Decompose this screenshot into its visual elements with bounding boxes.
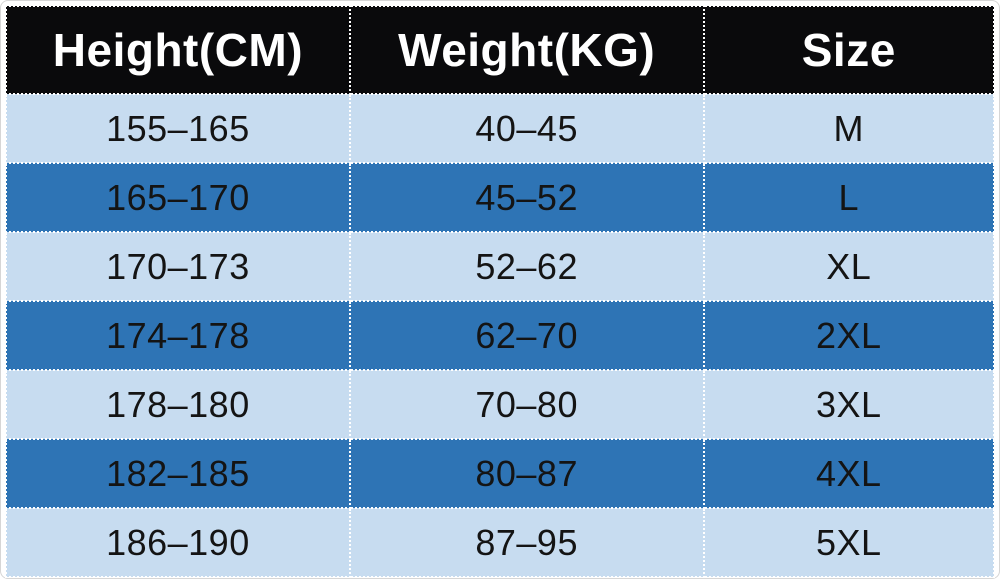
table-row: 165–170 45–52 L: [5, 162, 996, 233]
column-header-size: Size: [702, 5, 996, 95]
cell-height: 155–165: [5, 93, 351, 164]
column-header-height: Height(CM): [5, 5, 351, 95]
table-row: 182–185 80–87 4XL: [5, 438, 996, 509]
cell-size: 5XL: [702, 507, 996, 578]
cell-weight: 40–45: [348, 93, 705, 164]
cell-size: XL: [702, 231, 996, 302]
cell-size: 4XL: [702, 438, 996, 509]
cell-weight: 70–80: [348, 369, 705, 440]
cell-size: M: [702, 93, 996, 164]
cell-weight: 45–52: [348, 162, 705, 233]
cell-weight: 80–87: [348, 438, 705, 509]
cell-weight: 52–62: [348, 231, 705, 302]
cell-weight: 62–70: [348, 300, 705, 371]
column-header-weight: Weight(KG): [348, 5, 705, 95]
cell-size: 2XL: [702, 300, 996, 371]
cell-size: 3XL: [702, 369, 996, 440]
size-chart-body: 155–165 40–45 M 165–170 45–52 L 170–173 …: [5, 93, 996, 578]
cell-height: 165–170: [5, 162, 351, 233]
cell-height: 170–173: [5, 231, 351, 302]
cell-height: 182–185: [5, 438, 351, 509]
table-row: 170–173 52–62 XL: [5, 231, 996, 302]
size-chart-header: Height(CM) Weight(KG) Size: [5, 5, 996, 95]
header-row: Height(CM) Weight(KG) Size: [5, 5, 996, 95]
size-chart-table: Height(CM) Weight(KG) Size 155–165 40–45…: [5, 5, 996, 578]
cell-height: 174–178: [5, 300, 351, 371]
table-row: 186–190 87–95 5XL: [5, 507, 996, 578]
cell-weight: 87–95: [348, 507, 705, 578]
table-row: 174–178 62–70 2XL: [5, 300, 996, 371]
cell-size: L: [702, 162, 996, 233]
table-row: 155–165 40–45 M: [5, 93, 996, 164]
cell-height: 178–180: [5, 369, 351, 440]
cell-height: 186–190: [5, 507, 351, 578]
table-row: 178–180 70–80 3XL: [5, 369, 996, 440]
